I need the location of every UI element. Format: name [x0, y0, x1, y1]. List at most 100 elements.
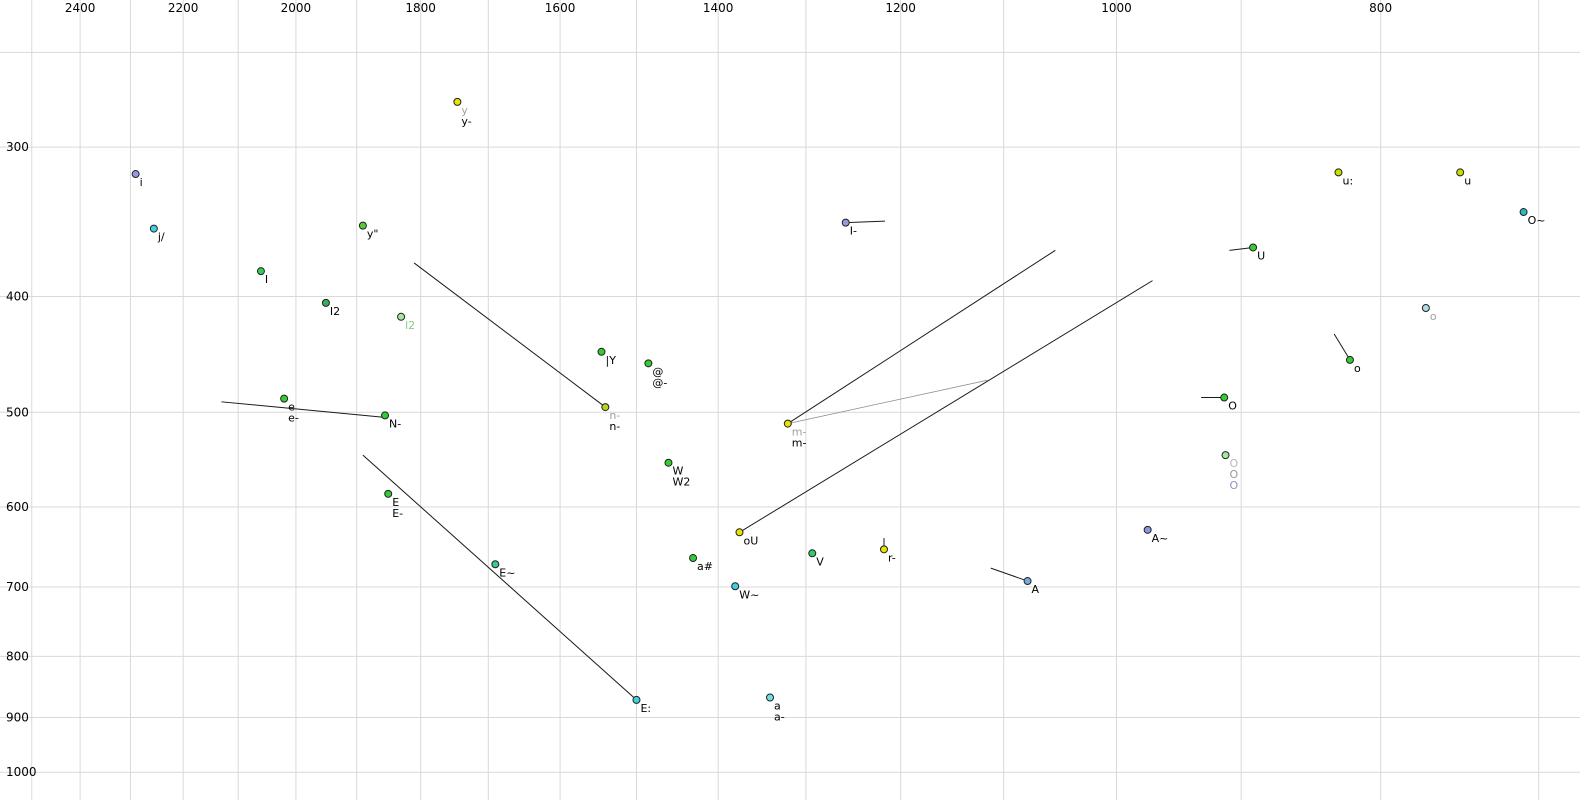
- data-point: [1345, 355, 1354, 364]
- data-point: [1456, 168, 1465, 177]
- data-point: [841, 218, 850, 227]
- data-point: [1023, 577, 1032, 586]
- point-label: a: [774, 699, 781, 712]
- data-point: [453, 97, 462, 106]
- x-tick-label: 2200: [168, 1, 199, 15]
- point-label: e-: [288, 412, 299, 425]
- point-label: @-: [652, 376, 667, 389]
- data-point: [1519, 208, 1528, 217]
- trajectory-line: [413, 262, 606, 408]
- data-point: [664, 458, 673, 467]
- y-tick-label: 400: [6, 289, 29, 303]
- point-label: u:: [1342, 174, 1353, 187]
- trajectory-line: [739, 280, 1153, 533]
- point-label: |Y: [605, 354, 616, 367]
- point-label: y: [461, 104, 468, 117]
- point-label: A: [1032, 583, 1040, 596]
- data-point: [358, 221, 367, 230]
- data-point: [149, 224, 158, 233]
- y-tick-label: 500: [6, 405, 29, 419]
- point-label: j/: [157, 231, 165, 244]
- y-tick-label: 800: [6, 649, 29, 663]
- data-point: [808, 549, 817, 558]
- data-point: [256, 267, 265, 276]
- point-label: V: [816, 555, 824, 568]
- data-point: [321, 298, 330, 307]
- point-label: y-: [461, 115, 471, 128]
- trajectory-line: [845, 220, 885, 224]
- x-tick-label: 1200: [885, 1, 916, 15]
- trajectory-line: [787, 249, 1056, 425]
- point-label: o: [1354, 362, 1361, 375]
- point-label: u: [1464, 174, 1471, 187]
- data-point: [280, 394, 289, 403]
- trajectory-line: [787, 379, 988, 424]
- x-tick-label: 2400: [65, 1, 96, 15]
- data-point: [632, 695, 641, 704]
- y-tick-label: 300: [6, 140, 29, 154]
- point-label: l2: [405, 319, 415, 332]
- y-tick-label: 900: [6, 710, 29, 724]
- point-label: W2: [672, 476, 690, 489]
- x-tick-label: 800: [1369, 1, 1392, 15]
- data-point: [384, 489, 393, 498]
- data-point: [131, 170, 140, 179]
- data-point: [1220, 393, 1229, 402]
- point-label: r-: [888, 551, 896, 564]
- point-label: U: [1257, 249, 1265, 262]
- point-label: O: [1230, 457, 1239, 470]
- point-label: N-: [389, 417, 401, 430]
- data-point: [766, 693, 775, 702]
- point-label: O: [1230, 479, 1239, 492]
- x-tick-label: 1000: [1101, 1, 1132, 15]
- x-tick-label: 1800: [405, 1, 436, 15]
- point-label: e: [288, 401, 295, 414]
- point-label: n-: [609, 420, 620, 433]
- point-label: n-: [609, 409, 620, 422]
- point-label: E~: [499, 566, 515, 579]
- x-tick-label: 1400: [703, 1, 734, 15]
- data-point: [1334, 168, 1343, 177]
- point-label: W: [672, 465, 683, 478]
- trajectory-line: [1333, 333, 1351, 361]
- point-label: I-: [850, 225, 857, 238]
- data-point: [731, 582, 740, 591]
- point-label: O: [1230, 468, 1239, 481]
- point-label: oU: [743, 534, 758, 547]
- data-point: [397, 312, 406, 321]
- data-point: [601, 403, 610, 412]
- point-label: E-: [392, 507, 403, 520]
- trajectory-line: [362, 454, 637, 701]
- data-point: [879, 545, 888, 554]
- point-label: W~: [739, 588, 759, 601]
- point-label: I: [265, 273, 268, 286]
- point-label: E:: [640, 702, 651, 715]
- data-point: [689, 554, 698, 563]
- data-point: [1221, 451, 1230, 460]
- data-point: [644, 359, 653, 368]
- data-point: [1421, 303, 1430, 312]
- point-label: O~: [1528, 214, 1546, 227]
- y-tick-label: 600: [6, 500, 29, 514]
- point-label: E: [392, 496, 399, 509]
- y-tick-label: 1000: [6, 765, 37, 779]
- point-label: m-: [792, 426, 807, 439]
- x-tick-label: 1600: [545, 1, 576, 15]
- data-point: [491, 560, 500, 569]
- point-label: o: [1430, 310, 1437, 323]
- trajectory-line: [221, 401, 386, 418]
- data-point: [381, 411, 390, 420]
- point-label: a-: [774, 710, 785, 723]
- point-label: i: [140, 176, 143, 189]
- y-tick-label: 700: [6, 580, 29, 594]
- data-point: [783, 419, 792, 428]
- data-point: [597, 347, 606, 356]
- point-label: I2: [330, 305, 340, 318]
- point-label: m-: [792, 437, 807, 450]
- data-point: [1143, 525, 1152, 534]
- point-label: A~: [1152, 532, 1169, 545]
- point-label: a#: [697, 560, 713, 573]
- point-label: y": [367, 228, 379, 241]
